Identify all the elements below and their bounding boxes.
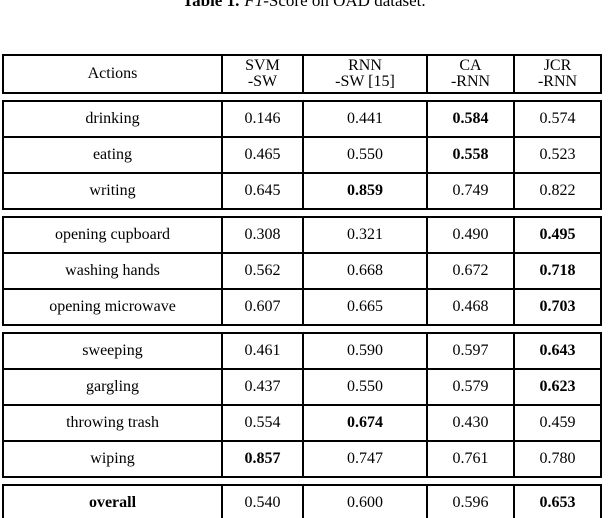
table-row-writing: writing 0.645 0.859 0.749 0.822 bbox=[4, 172, 600, 208]
method-line2: -RNN bbox=[537, 73, 578, 90]
table-row-overall: overall 0.540 0.600 0.596 0.653 bbox=[4, 486, 600, 518]
table-caption: Table 1. F1-Score on OAD dataset. bbox=[0, 0, 608, 11]
score-cell: 0.857 bbox=[221, 442, 302, 476]
score-cell: 0.653 bbox=[513, 486, 600, 518]
score-cell: 0.465 bbox=[221, 138, 302, 172]
score-cell: 0.558 bbox=[426, 138, 513, 172]
score-cell: 0.822 bbox=[513, 174, 600, 208]
score-cell: 0.550 bbox=[302, 370, 426, 404]
table-body-group-2: opening cupboard 0.308 0.321 0.490 0.495… bbox=[2, 216, 602, 326]
method-line2: -SW [15] bbox=[335, 73, 395, 90]
caption-label: Table 1. bbox=[182, 0, 240, 10]
table-row-wiping: wiping 0.857 0.747 0.761 0.780 bbox=[4, 440, 600, 476]
action-cell: drinking bbox=[85, 110, 140, 127]
table-body-group-overall: overall 0.540 0.600 0.596 0.653 bbox=[2, 484, 602, 518]
score-cell: 0.146 bbox=[221, 102, 302, 136]
score-cell: 0.596 bbox=[426, 486, 513, 518]
action-cell: gargling bbox=[85, 378, 140, 395]
header-cell-jcr-rnn: JCR -RNN bbox=[513, 56, 600, 92]
score-cell: 0.490 bbox=[426, 218, 513, 252]
score-cell: 0.554 bbox=[221, 406, 302, 440]
table-body-group-3: sweeping 0.461 0.590 0.597 0.643 garglin… bbox=[2, 332, 602, 478]
score-cell: 0.780 bbox=[513, 442, 600, 476]
action-cell: writing bbox=[89, 182, 136, 199]
score-cell: 0.623 bbox=[513, 370, 600, 404]
score-cell: 0.672 bbox=[426, 254, 513, 288]
score-cell: 0.574 bbox=[513, 102, 600, 136]
score-cell: 0.523 bbox=[513, 138, 600, 172]
caption-text: -Score on OAD dataset. bbox=[263, 0, 426, 10]
header-cell-rnn-sw: RNN -SW [15] bbox=[302, 56, 426, 92]
score-cell: 0.430 bbox=[426, 406, 513, 440]
method-line2: -SW bbox=[247, 73, 278, 90]
score-cell: 0.590 bbox=[302, 334, 426, 368]
score-cell: 0.643 bbox=[513, 334, 600, 368]
table-row-washing-hands: washing hands 0.562 0.668 0.672 0.718 bbox=[4, 252, 600, 288]
score-cell: 0.600 bbox=[302, 486, 426, 518]
action-cell: eating bbox=[92, 146, 133, 163]
score-cell: 0.665 bbox=[302, 290, 426, 324]
table-header-section: Actions SVM -SW RNN -SW [15] CA -RNN JCR… bbox=[2, 54, 602, 94]
score-cell: 0.441 bbox=[302, 102, 426, 136]
table-row-drinking: drinking 0.146 0.441 0.584 0.574 bbox=[4, 102, 600, 136]
score-cell: 0.321 bbox=[302, 218, 426, 252]
method-line1: CA bbox=[459, 57, 482, 74]
action-cell: wiping bbox=[90, 450, 135, 467]
score-cell: 0.308 bbox=[221, 218, 302, 252]
score-cell: 0.437 bbox=[221, 370, 302, 404]
action-cell: sweeping bbox=[82, 342, 143, 359]
score-cell: 0.597 bbox=[426, 334, 513, 368]
score-cell: 0.668 bbox=[302, 254, 426, 288]
score-cell: 0.761 bbox=[426, 442, 513, 476]
caption-clip-region: Table 1. F1-Score on OAD dataset. bbox=[0, 0, 608, 11]
score-cell: 0.859 bbox=[302, 174, 426, 208]
header-cell-ca-rnn: CA -RNN bbox=[426, 56, 513, 92]
score-cell: 0.550 bbox=[302, 138, 426, 172]
table-header-row: Actions SVM -SW RNN -SW [15] CA -RNN JCR… bbox=[4, 56, 600, 92]
score-cell: 0.459 bbox=[513, 406, 600, 440]
score-cell: 0.703 bbox=[513, 290, 600, 324]
method-line1: RNN bbox=[348, 57, 382, 74]
table-row-opening-cupboard: opening cupboard 0.308 0.321 0.490 0.495 bbox=[4, 218, 600, 252]
score-cell: 0.540 bbox=[221, 486, 302, 518]
table-row-opening-microwave: opening microwave 0.607 0.665 0.468 0.70… bbox=[4, 288, 600, 324]
score-cell: 0.461 bbox=[221, 334, 302, 368]
action-cell: overall bbox=[88, 494, 137, 511]
results-table: Actions SVM -SW RNN -SW [15] CA -RNN JCR… bbox=[2, 54, 602, 518]
score-cell: 0.718 bbox=[513, 254, 600, 288]
score-cell: 0.584 bbox=[426, 102, 513, 136]
caption-metric: F1 bbox=[244, 0, 264, 10]
table-body-group-1: drinking 0.146 0.441 0.584 0.574 eating … bbox=[2, 100, 602, 210]
score-cell: 0.747 bbox=[302, 442, 426, 476]
action-cell: throwing trash bbox=[66, 414, 159, 431]
score-cell: 0.749 bbox=[426, 174, 513, 208]
score-cell: 0.607 bbox=[221, 290, 302, 324]
score-cell: 0.645 bbox=[221, 174, 302, 208]
table-row-throwing-trash: throwing trash 0.554 0.674 0.430 0.459 bbox=[4, 404, 600, 440]
header-cell-actions: Actions bbox=[87, 65, 138, 82]
action-cell: opening cupboard bbox=[54, 226, 171, 243]
score-cell: 0.674 bbox=[302, 406, 426, 440]
action-cell: washing hands bbox=[65, 262, 160, 279]
score-cell: 0.468 bbox=[426, 290, 513, 324]
table-row-eating: eating 0.465 0.550 0.558 0.523 bbox=[4, 136, 600, 172]
table-row-sweeping: sweeping 0.461 0.590 0.597 0.643 bbox=[4, 334, 600, 368]
method-line1: SVM bbox=[245, 57, 280, 74]
score-cell: 0.579 bbox=[426, 370, 513, 404]
table-row-gargling: gargling 0.437 0.550 0.579 0.623 bbox=[4, 368, 600, 404]
header-cell-svm-sw: SVM -SW bbox=[221, 56, 302, 92]
method-line2: -RNN bbox=[450, 73, 491, 90]
score-cell: 0.495 bbox=[513, 218, 600, 252]
score-cell: 0.562 bbox=[221, 254, 302, 288]
action-cell: opening microwave bbox=[49, 298, 176, 315]
method-line1: JCR bbox=[543, 57, 572, 74]
